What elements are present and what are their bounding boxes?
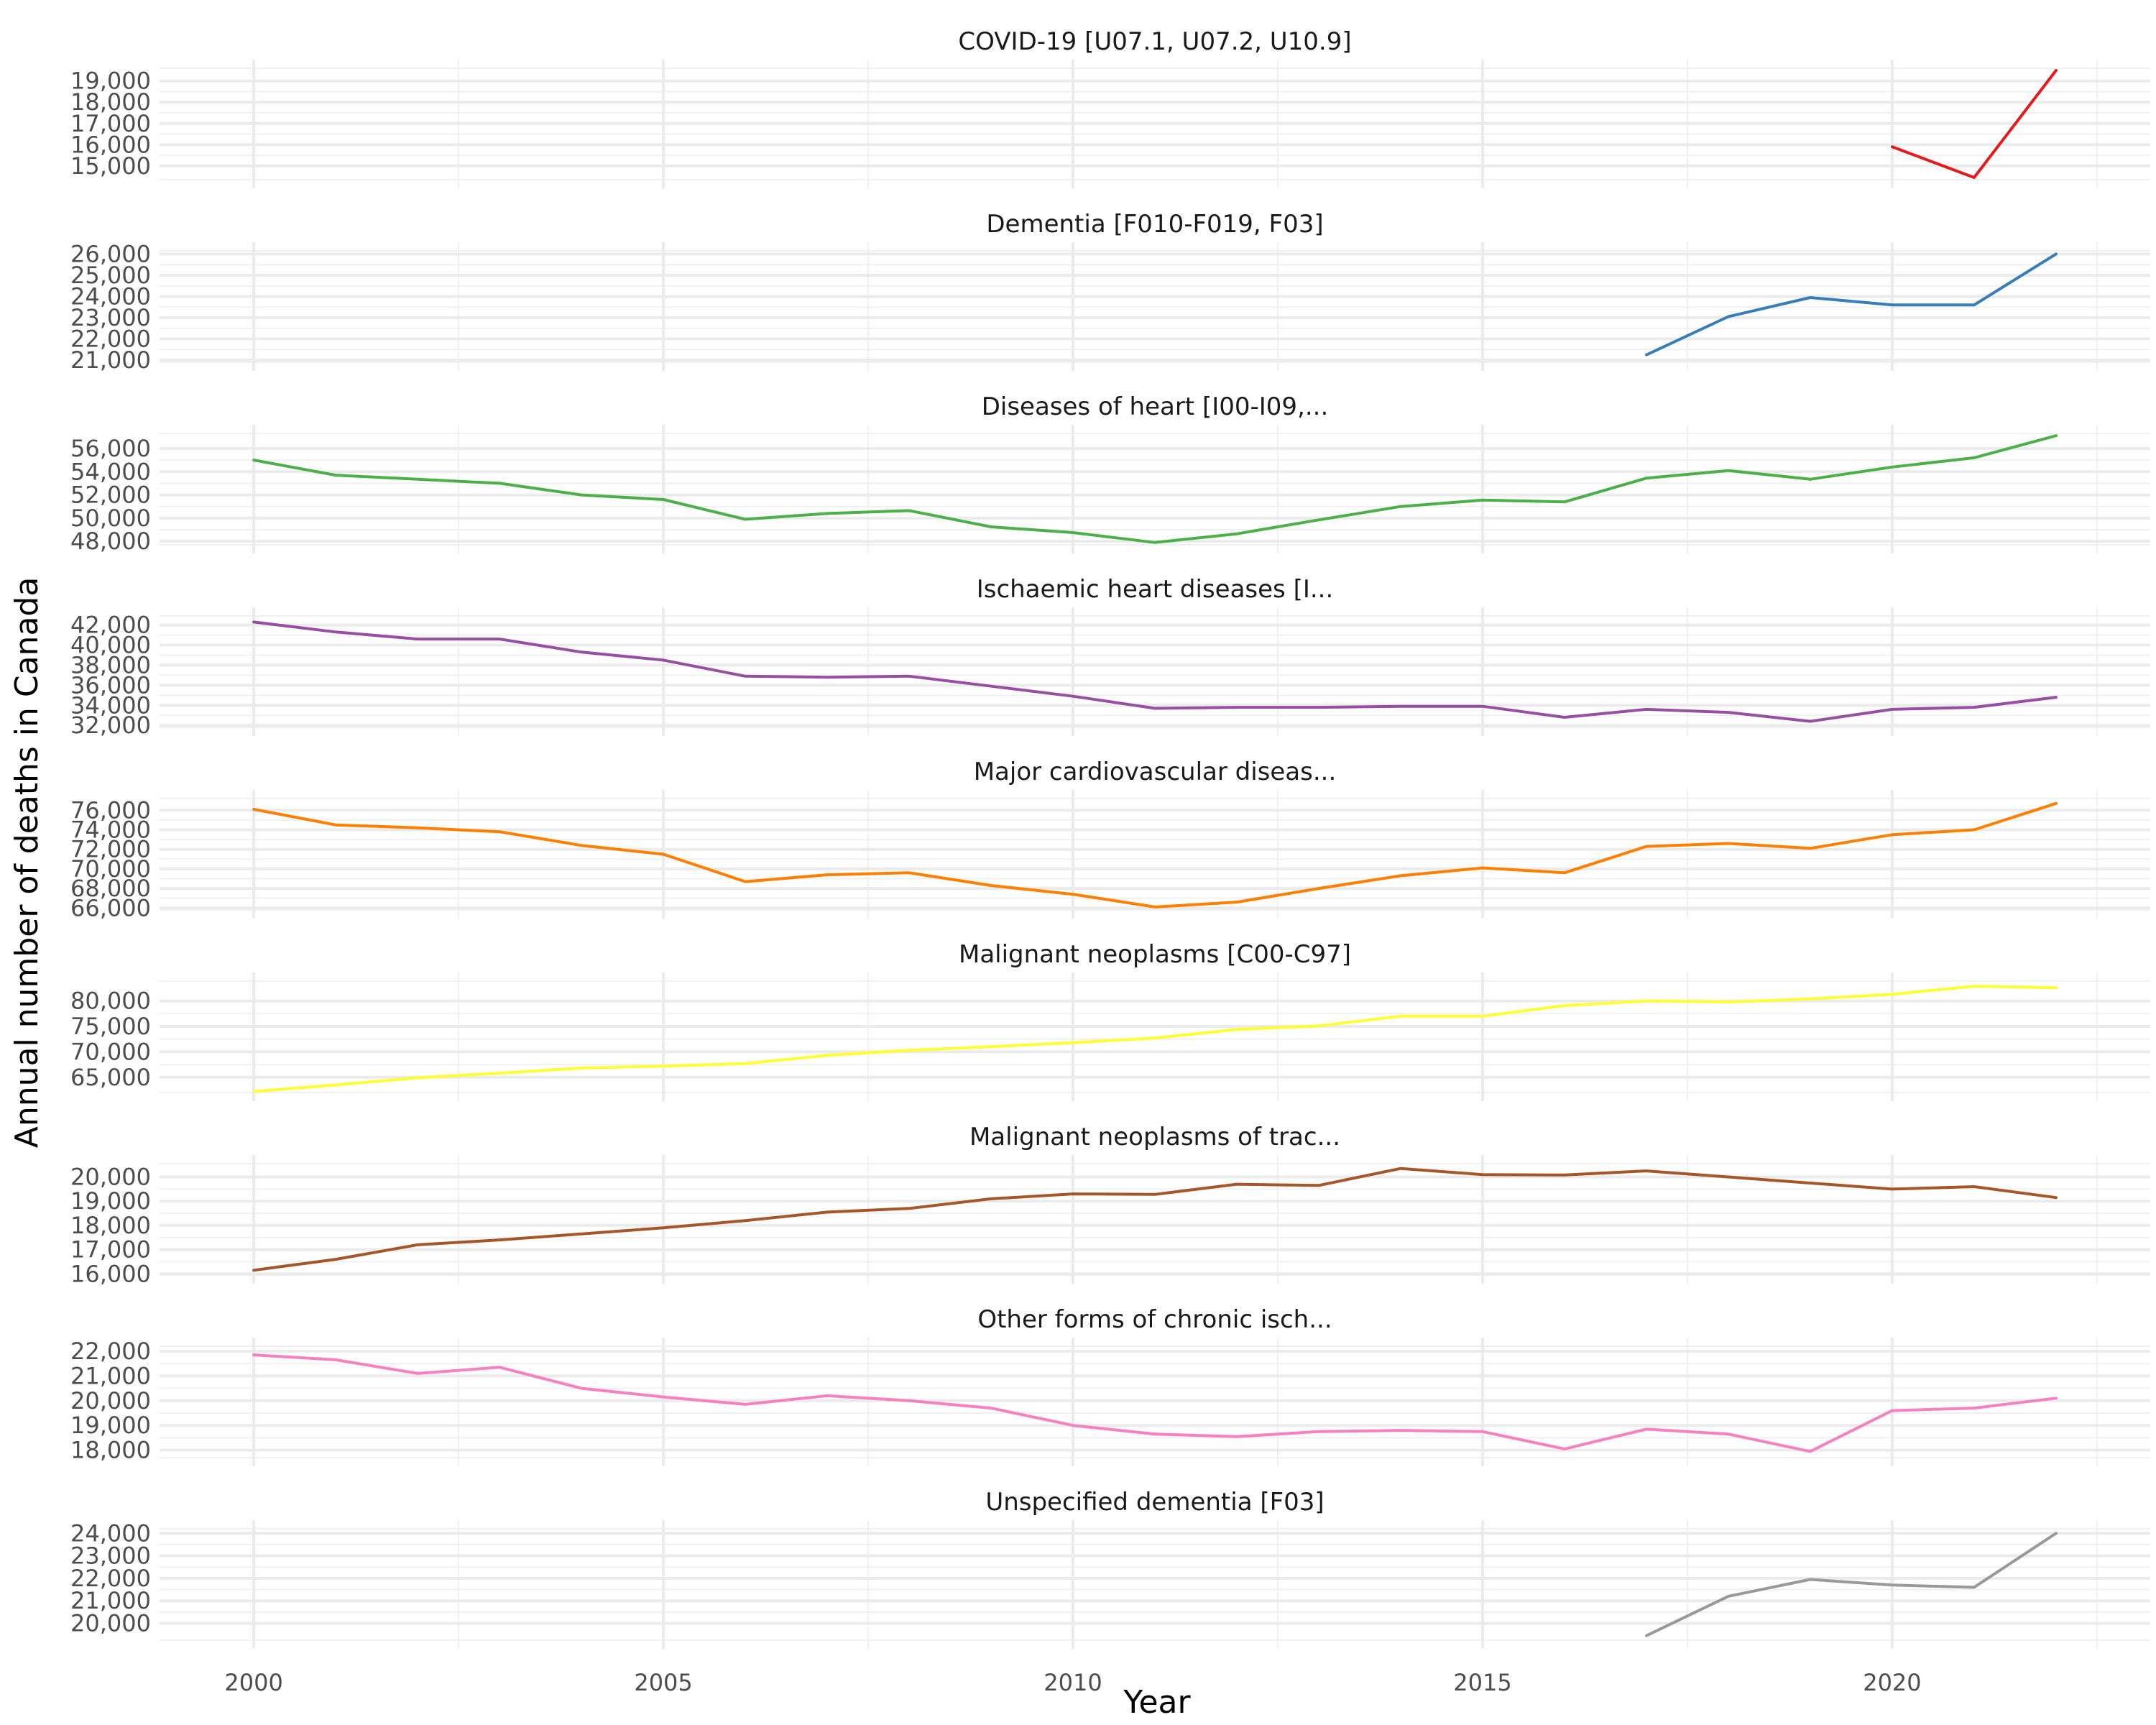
series-line [252,434,2058,544]
y-tick-label: 23,000 [70,1542,151,1570]
panel-title: Major cardiovascular diseas... [974,758,1337,786]
series-line [252,801,2058,908]
x-tick-label: 2020 [1863,1669,1921,1696]
panel-title: Ischaemic heart diseases [I... [977,575,1334,604]
panel-title: Unspecified dementia [F03] [985,1488,1324,1517]
facet-panel: COVID-19 [U07.1, U07.2, U10.9] 15,00016,0… [70,27,2150,188]
y-tick-label: 74,000 [70,816,151,844]
y-tick-label: 52,000 [70,482,151,509]
y-tick-label: 18,000 [70,88,151,116]
y-tick-label: 18,000 [70,1437,151,1464]
y-tick-label: 22,000 [70,1338,151,1365]
panel-title: Malignant neoplasms [C00-C97] [959,940,1351,969]
y-tick-label: 16,000 [70,131,151,158]
y-tick-label: 24,000 [70,282,151,310]
series-line [1645,252,2058,356]
y-tick-label: 20,000 [70,1387,151,1414]
facet-panel: Major cardiovascular diseas... 66,00068,0… [70,758,2150,921]
y-tick-label: 21,000 [70,1362,151,1389]
series-line [252,985,2058,1093]
y-tick-label: 34,000 [70,691,151,719]
y-tick-label: 26,000 [70,240,151,267]
panel-title: Dementia [F010-F019, F03] [986,210,1323,239]
y-tick-label: 50,000 [70,505,151,532]
y-tick-label: 80,000 [70,988,151,1015]
y-tick-label: 19,000 [70,1412,151,1439]
panel-title: Malignant neoplasms of trac... [969,1123,1340,1151]
panel-title: Diseases of heart [I00-I09,... [982,392,1329,421]
y-tick-label: 70,000 [70,855,151,883]
facet-panel: Other forms of chronic isch... 18,00019,0… [70,1305,2150,1466]
y-tick-label: 24,000 [70,1519,151,1547]
y-tick-label: 42,000 [70,612,151,639]
y-tick-label: 75,000 [70,1013,151,1040]
y-tick-label: 19,000 [70,1187,151,1215]
x-tick-label: 2010 [1044,1669,1102,1696]
y-tick-label: 65,000 [70,1064,151,1091]
y-tick-label: 17,000 [70,110,151,137]
y-tick-label: 38,000 [70,651,151,678]
y-tick-label: 54,000 [70,458,151,485]
y-tick-label: 20,000 [70,1164,151,1191]
y-tick-label: 20,000 [70,1610,151,1637]
y-tick-label: 23,000 [70,304,151,331]
y-tick-label: 70,000 [70,1038,151,1065]
facet-panel: Diseases of heart [I00-I09,... 48,00050,0… [70,392,2150,555]
y-tick-label: 32,000 [70,712,151,739]
y-tick-label: 40,000 [70,631,151,658]
y-tick-label: 56,000 [70,435,151,462]
series-line [252,1353,2058,1453]
y-tick-label: 36,000 [70,671,151,699]
y-tick-label: 15,000 [70,152,151,180]
y-tick-label: 18,000 [70,1212,151,1239]
y-tick-label: 21,000 [70,1587,151,1614]
x-tick-label: 2005 [634,1669,692,1696]
y-tick-label: 76,000 [70,796,151,824]
facet-panel: Dementia [F010-F019, F03] 21,00022,00023,… [70,210,2150,374]
y-tick-label: 66,000 [70,894,151,921]
series-line [252,620,2058,723]
y-tick-label: 21,000 [70,346,151,374]
facet-panel: Ischaemic heart diseases [I... 32,00034,0… [70,575,2150,739]
y-tick-label: 17,000 [70,1236,151,1264]
facet-panel: Malignant neoplasms [C00-C97] 65,00070,00… [70,940,2150,1101]
panel-title: Other forms of chronic isch... [977,1305,1332,1334]
x-tick-label: 2015 [1453,1669,1511,1696]
series-line [252,1167,2058,1272]
y-tick-label: 48,000 [70,528,151,555]
series-line [1890,69,2058,179]
y-tick-label: 68,000 [70,875,151,902]
y-tick-label: 25,000 [70,262,151,289]
y-tick-label: 22,000 [70,1565,151,1592]
series-line [1645,1532,2058,1637]
y-tick-label: 22,000 [70,326,151,353]
y-tick-label: 19,000 [70,68,151,95]
x-axis-title: Year [1123,1684,1191,1721]
panel-title: COVID-19 [U07.1, U07.2, U10.9] [958,27,1351,56]
y-axis-title: Annual number of deaths in Canada [9,577,45,1149]
facet-panel: Malignant neoplasms of trac... 16,00017,0… [70,1123,2150,1287]
facet-panel: Unspecified dementia [F03] 20,00021,00022… [70,1488,2150,1649]
y-tick-label: 16,000 [70,1260,151,1287]
x-tick-label: 2000 [224,1669,282,1696]
y-tick-label: 72,000 [70,836,151,863]
